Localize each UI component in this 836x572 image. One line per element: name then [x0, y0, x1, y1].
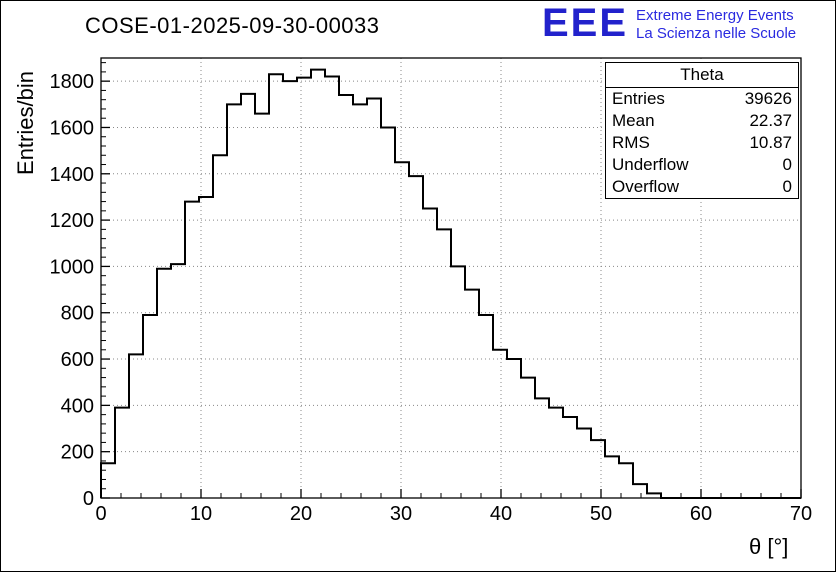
- stats-label: Mean: [612, 111, 655, 130]
- x-tick-label: 0: [95, 503, 106, 525]
- y-tick-label: 1200: [50, 210, 95, 232]
- eee-logo: EEE Extreme Energy Events La Scienza nel…: [542, 2, 796, 44]
- y-tick-label: 0: [83, 488, 94, 510]
- x-tick-label: 10: [190, 503, 212, 525]
- eee-logo-line1: Extreme Energy Events: [636, 7, 794, 24]
- chart-title: COSE-01-2025-09-30-00033: [85, 13, 380, 38]
- eee-logo-text: Extreme Energy Events La Scienza nelle S…: [636, 2, 796, 43]
- y-tick-label: 1000: [50, 256, 95, 278]
- stats-row-underflow: Underflow 0: [606, 154, 798, 176]
- eee-logo-mark: EEE: [542, 1, 629, 45]
- y-tick-label: 1600: [50, 117, 95, 139]
- y-tick-label: 1800: [50, 71, 95, 93]
- y-tick-label: 800: [61, 303, 94, 325]
- x-tick-label: 40: [490, 503, 512, 525]
- stats-value: 0: [782, 177, 792, 196]
- x-tick-label: 20: [290, 503, 312, 525]
- y-tick-label: 1400: [50, 164, 95, 186]
- x-axis-title: θ [°]: [749, 534, 789, 559]
- stats-box: Theta Entries 39626 Mean 22.37 RMS 10.87…: [605, 62, 799, 199]
- y-tick-label: 200: [61, 442, 94, 464]
- x-tick-label: 70: [790, 503, 812, 525]
- stats-row-mean: Mean 22.37: [606, 110, 798, 132]
- stats-label: Overflow: [612, 177, 680, 196]
- stats-value: 39626: [744, 89, 792, 108]
- stats-label: Entries: [612, 89, 665, 108]
- stats-value: 22.37: [749, 111, 792, 130]
- x-tick-label: 50: [590, 503, 612, 525]
- y-tick-label: 400: [61, 395, 94, 417]
- stats-box-title: Theta: [606, 63, 798, 88]
- stats-row-rms: RMS 10.87: [606, 132, 798, 154]
- stats-value: 0: [782, 155, 792, 174]
- x-tick-label: 60: [690, 503, 712, 525]
- y-axis-title: Entries/bin: [13, 71, 38, 175]
- stats-row-entries: Entries 39626: [606, 88, 798, 110]
- stats-row-overflow: Overflow 0: [606, 176, 798, 198]
- y-tick-label: 600: [61, 349, 94, 371]
- stats-value: 10.87: [749, 133, 792, 152]
- x-tick-label: 30: [390, 503, 412, 525]
- stats-label: Underflow: [612, 155, 689, 174]
- eee-logo-line2: La Scienza nelle Scuole: [636, 25, 797, 42]
- stats-label: RMS: [612, 133, 650, 152]
